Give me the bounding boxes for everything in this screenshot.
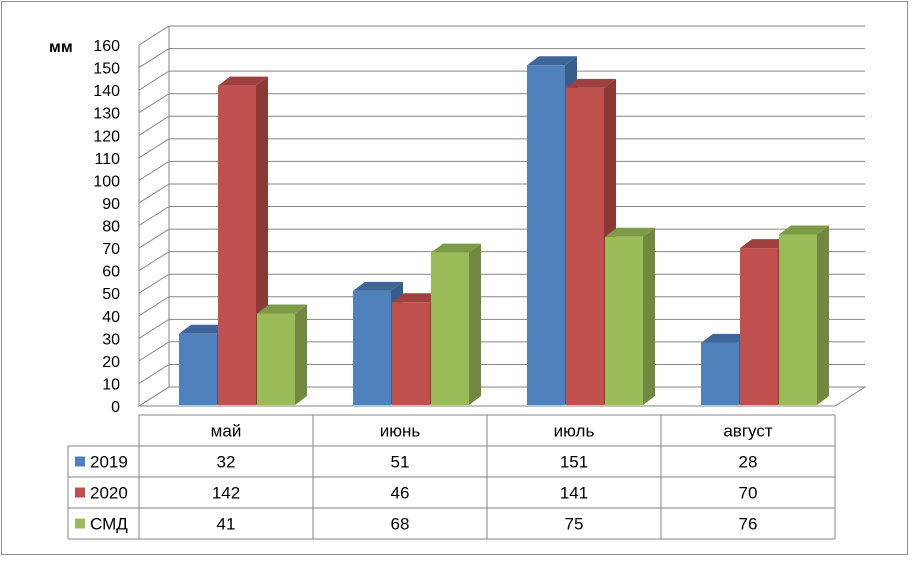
bar-top	[779, 225, 829, 235]
bar-side	[643, 227, 655, 405]
x-category-label: июнь	[380, 422, 421, 441]
bar	[257, 313, 295, 405]
y-tick-label: 110	[94, 151, 120, 168]
y-tick-label: 70	[102, 241, 120, 258]
y-tick-label: 40	[102, 309, 120, 326]
legend-swatch	[75, 487, 85, 498]
data-label: 70	[739, 484, 758, 503]
data-label: 32	[217, 453, 236, 472]
legend-label: СМД	[90, 515, 128, 534]
bar-top	[701, 333, 751, 343]
data-label: 151	[560, 453, 588, 472]
y-tick-label: 80	[102, 219, 120, 236]
data-label: 51	[391, 453, 410, 472]
bar	[179, 333, 217, 405]
y-tick-label: 160	[93, 38, 120, 55]
gridlines	[137, 25, 867, 407]
legend-label: 2019	[90, 453, 128, 472]
y-axis: 0 10 20 30 40 50 60 70 80 90 100 110 120 130 140 150 160	[93, 38, 120, 416]
bar-side	[295, 304, 307, 405]
bar	[392, 302, 430, 405]
y-axis-unit-label: мм	[49, 39, 73, 56]
y-tick-label: 130	[93, 106, 120, 123]
bar-top	[431, 243, 481, 253]
bar-top	[218, 76, 268, 86]
bar	[779, 234, 817, 405]
data-label: 28	[739, 453, 758, 472]
bar-top	[179, 324, 229, 334]
y-tick-label: 120	[93, 128, 120, 145]
y-tick-label: 140	[93, 83, 120, 100]
y-tick-label: 10	[102, 376, 120, 393]
gridline	[138, 25, 865, 46]
bar-top	[527, 56, 577, 66]
bar-side	[817, 225, 829, 405]
gridline	[138, 48, 865, 68]
data-label: 46	[391, 484, 410, 503]
y-tick-label: 90	[102, 196, 120, 213]
y-tick-label: 60	[102, 264, 120, 281]
bar-side	[469, 243, 481, 405]
y-tick-label: 0	[111, 399, 120, 416]
bar	[527, 65, 565, 406]
bar-top	[605, 227, 655, 237]
bars	[179, 56, 829, 406]
bar	[701, 342, 739, 405]
bar	[605, 236, 643, 405]
bar-top	[257, 304, 307, 314]
bar	[353, 290, 391, 405]
x-category-label: май	[211, 422, 242, 441]
y-tick-label: 20	[102, 354, 120, 371]
legend-swatch	[75, 456, 85, 467]
y-tick-label: 150	[93, 61, 120, 78]
legend-swatch	[75, 518, 85, 529]
bar	[431, 252, 469, 405]
bar-top	[392, 293, 442, 303]
x-category-label: июль	[554, 422, 595, 441]
data-table: май июнь июль август 2019 32 51 151 28 2020 142 46 1…	[67, 414, 836, 540]
data-label: 142	[212, 484, 240, 503]
data-label: 41	[217, 515, 236, 534]
y-tick-label: 100	[93, 173, 120, 190]
data-label: 68	[391, 515, 410, 534]
x-category-label: август	[723, 422, 772, 441]
legend-label: 2020	[90, 484, 128, 503]
bar-top	[566, 78, 616, 88]
bar	[566, 87, 604, 406]
bar-top	[740, 239, 790, 249]
y-tick-label: 30	[102, 331, 120, 348]
data-label: 141	[560, 484, 588, 503]
data-label: 75	[565, 515, 584, 534]
y-tick-label: 50	[102, 286, 120, 303]
bar	[218, 85, 256, 406]
bar	[740, 248, 778, 405]
bar-top	[353, 281, 403, 291]
data-label: 76	[739, 515, 758, 534]
